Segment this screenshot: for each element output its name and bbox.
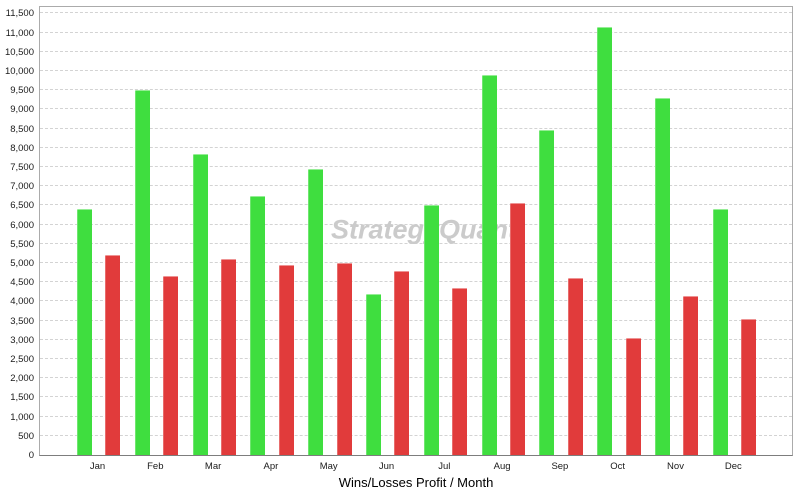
y-tick-label: 3,000 — [10, 334, 34, 346]
gridline — [40, 50, 792, 52]
gridline — [40, 338, 792, 340]
y-tick-label: 1,500 — [10, 392, 34, 404]
gridline — [40, 223, 792, 225]
bar-wins-oct — [597, 26, 613, 455]
bar-wins-feb — [134, 90, 150, 455]
bar-losses-feb — [163, 276, 179, 455]
bar-wins-jul — [423, 205, 439, 455]
y-tick-label: 0 — [28, 450, 34, 461]
y-tick-label: 8,500 — [10, 123, 34, 135]
x-tick-feb: Feb — [147, 461, 164, 472]
y-tick-label: 4,500 — [10, 277, 34, 289]
y-tick-label: 10,500 — [4, 46, 34, 58]
gridline — [40, 377, 792, 379]
x-tick-jun: Jun — [378, 461, 395, 472]
gridline — [40, 415, 792, 417]
bar-losses-sep — [567, 278, 583, 455]
gridline — [40, 127, 792, 129]
bar-wins-jan — [77, 209, 92, 455]
bar-wins-jun — [366, 293, 381, 455]
y-tick-label: 2,500 — [10, 353, 34, 365]
y-tick-label: 11,500 — [5, 8, 34, 20]
x-tick-oct: Oct — [610, 461, 626, 472]
y-tick-label: 5,000 — [10, 257, 34, 269]
y-tick-label: 9,500 — [10, 85, 34, 97]
bar-losses-oct — [625, 337, 641, 455]
x-tick-jul: Jul — [438, 461, 451, 472]
bar-wins-dec — [712, 209, 728, 455]
x-tick-mar: Mar — [204, 461, 222, 472]
x-tick-nov: Nov — [667, 461, 684, 472]
y-tick-label: 3,500 — [10, 315, 34, 327]
gridline — [40, 108, 792, 110]
bar-wins-apr — [250, 195, 266, 455]
bar-losses-nov — [683, 295, 699, 455]
bar-losses-mar — [220, 259, 236, 455]
bar-wins-sep — [539, 130, 555, 455]
bar-losses-jan — [105, 255, 121, 455]
gridline — [40, 69, 792, 71]
x-tick-dec: Dec — [724, 461, 742, 472]
bar-wins-mar — [192, 153, 208, 455]
gridline — [40, 89, 792, 91]
bar-losses-jun — [394, 270, 410, 455]
x-tick-jan: Jan — [89, 461, 106, 472]
gridline — [40, 204, 792, 206]
gridline — [40, 165, 792, 167]
bar-losses-apr — [278, 264, 294, 455]
gridline — [40, 185, 792, 187]
gridline — [40, 319, 792, 321]
bar-losses-may — [336, 262, 352, 455]
y-tick-label: 1,000 — [10, 411, 34, 423]
plot-area: StrategyQuant — [39, 6, 793, 456]
y-tick-label: 5,500 — [10, 238, 34, 250]
gridline — [40, 300, 792, 302]
bar-losses-dec — [741, 318, 757, 455]
gridline — [40, 242, 792, 244]
x-tick-apr: Apr — [263, 461, 279, 472]
bar-wins-nov — [655, 97, 670, 455]
bar-losses-aug — [509, 203, 525, 455]
gridline — [40, 434, 792, 436]
x-tick-may: May — [319, 461, 338, 472]
gridline — [40, 12, 792, 14]
y-tick-label: 11,000 — [5, 27, 34, 39]
y-tick-label: 500 — [18, 430, 34, 442]
x-tick-sep: Sep — [551, 461, 569, 472]
y-tick-label: 7,000 — [10, 181, 34, 193]
chart-title: Wins/Losses Profit / Month — [338, 475, 494, 490]
gridline — [40, 261, 792, 263]
bar-wins-may — [308, 168, 324, 455]
bar-losses-jul — [452, 287, 468, 455]
bar-wins-aug — [481, 74, 497, 455]
x-tick-aug: Aug — [493, 461, 511, 472]
y-tick-label: 7,500 — [10, 161, 34, 173]
y-tick-label: 9,000 — [10, 104, 34, 116]
gridline — [40, 281, 792, 283]
gridline — [40, 396, 792, 398]
gridline — [40, 146, 792, 148]
y-tick-label: 4,000 — [10, 296, 34, 308]
y-tick-label: 10,000 — [4, 65, 34, 77]
gridline — [40, 31, 792, 33]
y-tick-label: 6,500 — [10, 200, 34, 212]
gridline — [40, 357, 792, 359]
y-tick-label: 2,000 — [10, 373, 34, 385]
y-tick-label: 8,000 — [10, 142, 34, 154]
y-tick-label: 6,000 — [10, 219, 34, 231]
